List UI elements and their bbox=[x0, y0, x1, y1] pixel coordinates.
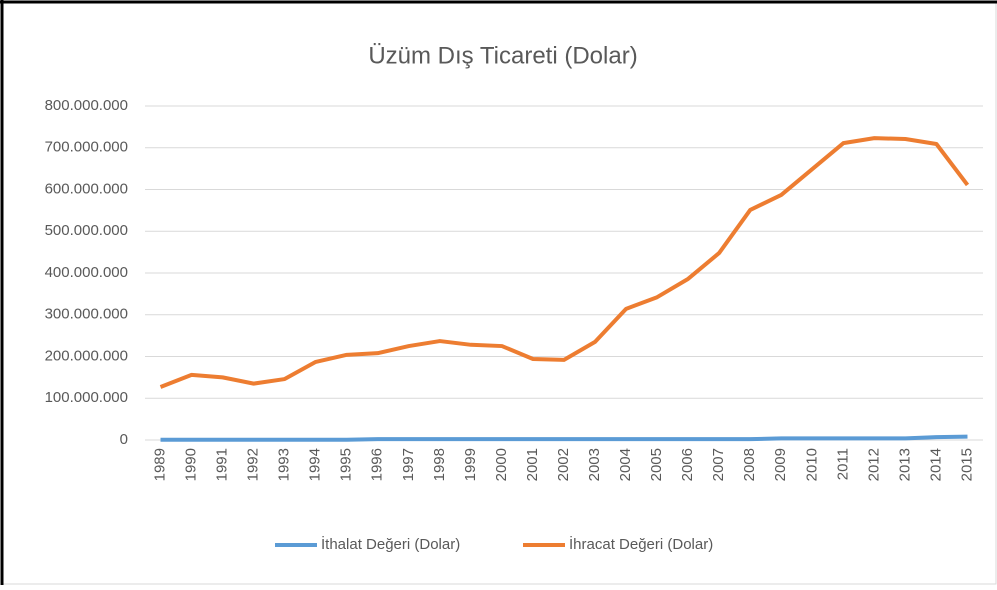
x-tick-label: 2012 bbox=[865, 448, 882, 481]
x-tick-label: 2006 bbox=[679, 448, 696, 481]
x-tick-label: 2000 bbox=[493, 448, 510, 481]
y-tick-label: 400.000.000 bbox=[45, 264, 128, 281]
legend-label: İhracat Değeri (Dolar) bbox=[569, 535, 713, 553]
y-tick-label: 600.000.000 bbox=[45, 180, 128, 197]
x-tick-label: 2015 bbox=[958, 448, 975, 481]
y-tick-label: 200.000.000 bbox=[45, 347, 128, 364]
y-tick-label: 500.000.000 bbox=[45, 222, 128, 239]
x-tick-label: 2008 bbox=[741, 448, 758, 481]
data-line bbox=[159, 136, 970, 389]
x-tick-label: 2007 bbox=[710, 448, 727, 481]
x-tick-label: 2009 bbox=[772, 448, 789, 481]
x-tick-label: 1995 bbox=[338, 448, 355, 481]
y-tick-label: 800.000.000 bbox=[45, 97, 128, 114]
x-tick-label: 1996 bbox=[369, 448, 386, 481]
y-tick-label: 700.000.000 bbox=[45, 139, 128, 156]
x-tick-label: 1989 bbox=[151, 448, 168, 481]
x-tick-label: 1997 bbox=[400, 448, 417, 481]
chart-title: Üzüm Dış Ticareti (Dolar) bbox=[368, 42, 637, 69]
x-tick-label: 2005 bbox=[648, 448, 665, 481]
x-tick-label: 2002 bbox=[555, 448, 572, 481]
x-tick-label: 1991 bbox=[214, 448, 231, 481]
x-tick-label: 1994 bbox=[307, 448, 324, 481]
x-tick-label: 2014 bbox=[927, 448, 944, 481]
x-tick-label: 2011 bbox=[834, 448, 851, 480]
x-tick-label: 2013 bbox=[896, 448, 913, 481]
x-tick-label: 1990 bbox=[183, 448, 200, 481]
legend-label: İthalat Değeri (Dolar) bbox=[321, 535, 460, 553]
y-tick-label: 100.000.000 bbox=[45, 389, 128, 406]
x-tick-label: 1993 bbox=[276, 448, 293, 481]
x-tick-label: 2004 bbox=[617, 448, 634, 481]
y-tick-label: 0 bbox=[120, 431, 128, 448]
y-tick-label: 300.000.000 bbox=[45, 306, 128, 323]
x-tick-label: 2010 bbox=[803, 448, 820, 481]
data-line bbox=[160, 434, 968, 442]
x-tick-label: 1992 bbox=[245, 448, 262, 481]
x-tick-label: 1999 bbox=[462, 448, 479, 481]
x-tick-label: 1998 bbox=[431, 448, 448, 481]
x-tick-label: 2003 bbox=[586, 448, 603, 481]
x-tick-label: 2001 bbox=[524, 448, 541, 481]
